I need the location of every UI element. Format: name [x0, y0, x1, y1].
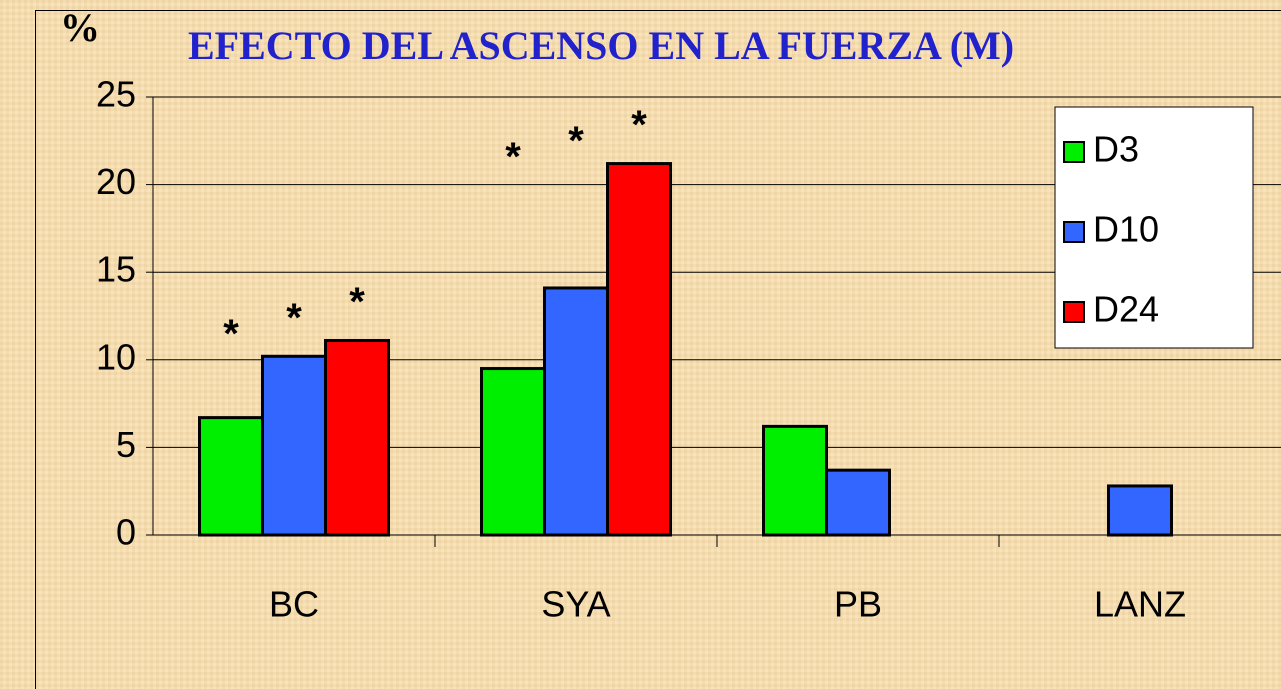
y-tick-label: 15	[96, 249, 136, 290]
legend-swatch	[1063, 141, 1085, 163]
x-tick-label: LANZ	[1094, 584, 1186, 625]
bar	[825, 468, 891, 537]
legend-swatch	[1063, 301, 1085, 323]
legend-swatch	[1063, 221, 1085, 243]
legend-label: D10	[1093, 209, 1159, 250]
y-tick-label: 0	[116, 512, 136, 553]
bar	[606, 162, 672, 537]
y-tick-label: 5	[116, 424, 136, 465]
significance-mark: *	[349, 280, 365, 324]
legend-label: D3	[1093, 129, 1139, 170]
y-tick-label: 20	[96, 161, 136, 202]
bar	[1107, 484, 1173, 537]
y-tick-label: 25	[96, 74, 136, 115]
chart-title: EFECTO DEL ASCENSO EN LA FUERZA (M)	[188, 23, 1014, 68]
bar	[762, 424, 828, 537]
significance-mark: *	[631, 103, 647, 147]
bar	[261, 354, 327, 537]
bar	[324, 339, 390, 537]
x-tick-label: BC	[269, 584, 319, 625]
significance-mark: *	[223, 312, 239, 356]
legend-box	[1054, 106, 1254, 349]
significance-mark: *	[568, 119, 584, 163]
significance-mark: *	[505, 135, 521, 179]
y-axis-label: %	[60, 5, 100, 50]
y-tick-label: 10	[96, 336, 136, 377]
frame	[35, 10, 1281, 689]
legend-label: D24	[1093, 289, 1159, 330]
bar	[543, 286, 609, 537]
significance-mark: *	[286, 296, 302, 340]
bar	[480, 367, 546, 537]
x-tick-label: SYA	[541, 584, 610, 625]
x-tick-label: PB	[834, 584, 882, 625]
bar	[198, 416, 264, 537]
